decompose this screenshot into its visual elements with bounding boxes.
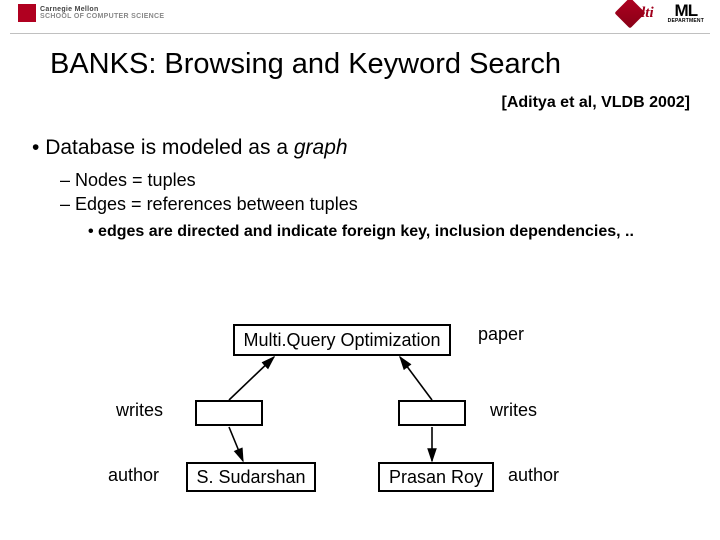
bullet-list: Database is modeled as a graph Nodes = t… <box>32 136 634 241</box>
sub-bullet-1: Nodes = tuples <box>60 168 634 192</box>
bullet-main-emph: graph <box>294 136 348 159</box>
label-writes-right: writes <box>490 400 537 421</box>
ml-logo: ML DEPARTMENT <box>668 2 704 24</box>
node-author1-box: S. Sudarshan <box>186 462 316 492</box>
citation: [Aditya et al, VLDB 2002] <box>502 94 691 112</box>
bullet-main: Database is modeled as a graph <box>32 136 634 160</box>
label-paper: paper <box>478 324 524 345</box>
ml-logo-top: ML <box>675 2 698 19</box>
subsub-bullet: edges are directed and indicate foreign … <box>88 223 634 241</box>
bullet-main-prefix: Database is modeled as a <box>45 136 294 159</box>
ml-logo-bottom: DEPARTMENT <box>668 19 704 24</box>
graph-diagram: Multi.Query Optimization paper writes wr… <box>0 300 720 530</box>
slide-title: BANKS: Browsing and Keyword Search <box>50 48 561 81</box>
node-blank-left <box>195 400 263 426</box>
right-logos: lti ML DEPARTMENT <box>619 2 704 24</box>
node-paper-box: Multi.Query Optimization <box>233 324 451 356</box>
cmu-text: Carnegie Mellon SCHOOL OF COMPUTER SCIEN… <box>40 6 164 20</box>
slide: Carnegie Mellon SCHOOL OF COMPUTER SCIEN… <box>0 0 720 540</box>
lti-logo: lti <box>619 2 654 24</box>
header-bar: Carnegie Mellon SCHOOL OF COMPUTER SCIEN… <box>10 0 710 34</box>
cmu-line2: SCHOOL OF COMPUTER SCIENCE <box>40 13 164 20</box>
label-author-left: author <box>108 465 159 486</box>
cmu-crest-icon <box>18 4 36 22</box>
label-writes-left: writes <box>116 400 163 421</box>
sub-bullet-2: Edges = references between tuples <box>60 192 634 216</box>
cmu-logo-block: Carnegie Mellon SCHOOL OF COMPUTER SCIEN… <box>18 4 164 22</box>
node-author2-box: Prasan Roy <box>378 462 494 492</box>
label-author-right: author <box>508 465 559 486</box>
node-blank-right <box>398 400 466 426</box>
cmu-line1: Carnegie Mellon <box>40 6 164 13</box>
sub-bullets: Nodes = tuples Edges = references betwee… <box>60 168 634 217</box>
